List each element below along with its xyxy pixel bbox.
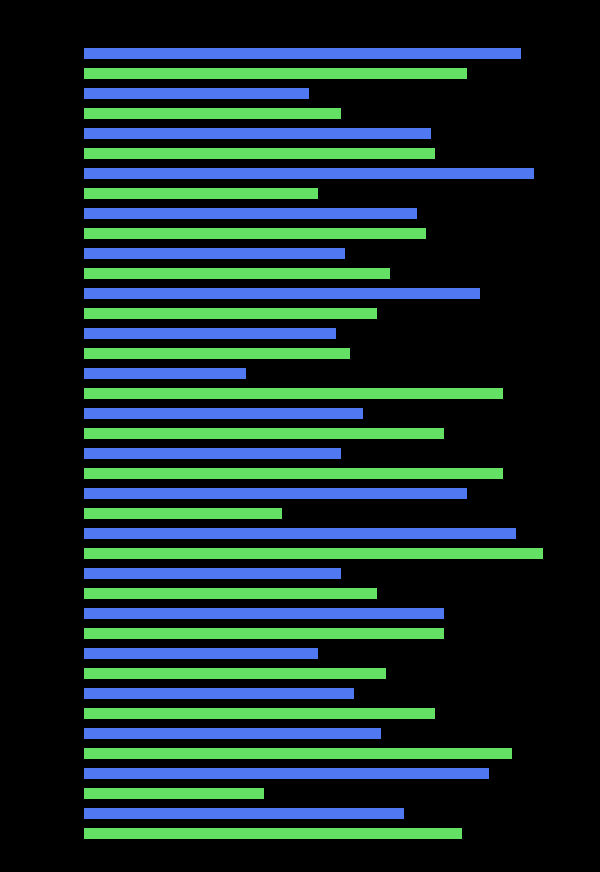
bar-19 [84,428,444,439]
bar-3 [84,108,341,119]
bar-13 [84,308,377,319]
bar-34 [84,728,381,739]
bar-12 [84,288,480,299]
bar-10 [84,248,345,259]
bar-chart [84,48,534,848]
bar-15 [84,348,350,359]
bar-33 [84,708,435,719]
bar-35 [84,748,512,759]
bar-6 [84,168,534,179]
bar-14 [84,328,336,339]
bar-31 [84,668,386,679]
bar-7 [84,188,318,199]
bar-1 [84,68,467,79]
bar-9 [84,228,426,239]
bar-5 [84,148,435,159]
bar-2 [84,88,309,99]
bar-21 [84,468,503,479]
bar-27 [84,588,377,599]
bar-32 [84,688,354,699]
bar-16 [84,368,246,379]
bar-30 [84,648,318,659]
bar-17 [84,388,503,399]
bar-22 [84,488,467,499]
bar-4 [84,128,431,139]
bar-28 [84,608,444,619]
bar-20 [84,448,341,459]
bar-25 [84,548,543,559]
bar-18 [84,408,363,419]
bar-11 [84,268,390,279]
bar-23 [84,508,282,519]
bar-24 [84,528,516,539]
bar-8 [84,208,417,219]
bar-38 [84,808,404,819]
bar-26 [84,568,341,579]
bar-36 [84,768,489,779]
bar-0 [84,48,521,59]
bar-29 [84,628,444,639]
bar-37 [84,788,264,799]
bar-39 [84,828,462,839]
